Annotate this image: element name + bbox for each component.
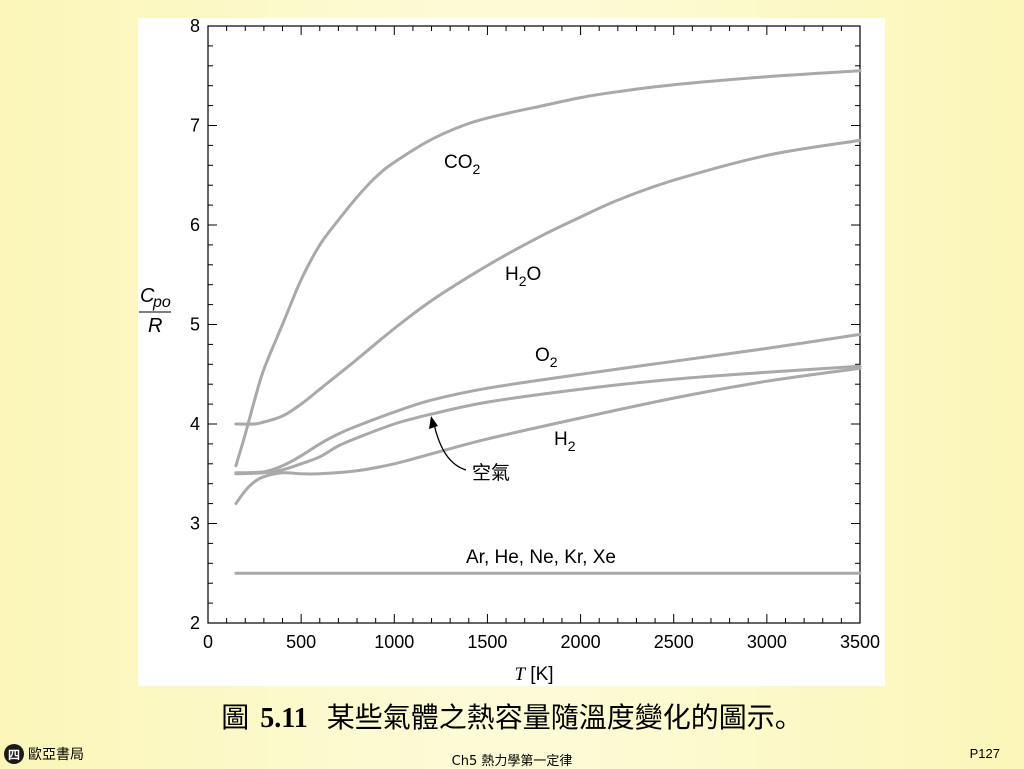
h2-curve — [234, 366, 862, 506]
page-number: P127 — [969, 746, 1000, 761]
co2-curve — [234, 69, 862, 468]
caption-label: 圖 — [221, 703, 250, 734]
air-pointer-arrow — [433, 423, 467, 471]
h2o-label: H2O — [505, 264, 541, 289]
y-tick-label: 7 — [190, 116, 200, 136]
y-tick-label: 5 — [190, 315, 200, 335]
plot-frame — [207, 25, 861, 624]
y-tick-label: 8 — [190, 18, 200, 36]
chart-panel: 0 500 1000 1500 2000 2500 3000 3500 2 3 4 5 6 7 8 T [K]… — [138, 18, 885, 686]
x-tick-label: 1500 — [467, 632, 507, 652]
y-axis-label-numerator: C — [140, 285, 155, 307]
x-tick-label: 3000 — [747, 632, 787, 652]
chapter-title: Ch5 熱力學第一定律 — [451, 754, 573, 769]
y-tick-label: 3 — [190, 514, 200, 534]
air-curve — [234, 364, 862, 476]
x-tick-label: 1000 — [374, 632, 414, 652]
monatomic-gases-label: Ar, He, Ne, Kr, Xe — [466, 547, 616, 568]
co2-label: CO2 — [444, 152, 481, 177]
o2-curve — [234, 332, 862, 475]
x-tick-label: 2500 — [654, 632, 694, 652]
publisher-badge: 四 歐亞書局 — [4, 744, 84, 764]
y-axis-label-denominator: R — [148, 315, 162, 337]
publisher-name: 歐亞書局 — [28, 747, 84, 763]
x-axis-label: T [K] — [514, 664, 553, 685]
caption-text: 某些氣體之熱容量隨溫度變化的圖示。 — [326, 703, 803, 734]
y-tick-label: 6 — [190, 215, 200, 235]
cp-vs-temperature-chart: 0 500 1000 1500 2000 2500 3000 3500 2 3 4 5 6 7 8 T [K]… — [139, 18, 880, 685]
y-tick-label: 4 — [190, 414, 200, 434]
x-tick-label: 2000 — [561, 632, 601, 652]
h2o-curve — [234, 138, 862, 426]
o2-label: O2 — [535, 345, 558, 370]
caption-number: 5.11 — [260, 703, 308, 734]
figure-caption: 圖 5.11 某些氣體之熱容量隨溫度變化的圖示。 — [0, 696, 1024, 736]
air-pointer-arrowhead — [429, 416, 438, 429]
x-tick-label: 3500 — [840, 632, 880, 652]
publisher-logo-icon: 四 — [4, 744, 24, 764]
y-axis-label-subscript: po — [152, 294, 171, 311]
h2-label: H2 — [554, 429, 576, 454]
y-tick-label: 2 — [190, 613, 200, 633]
air-label: 空氣 — [472, 462, 510, 484]
x-tick-label: 500 — [286, 632, 316, 652]
x-tick-label: 0 — [203, 632, 213, 652]
